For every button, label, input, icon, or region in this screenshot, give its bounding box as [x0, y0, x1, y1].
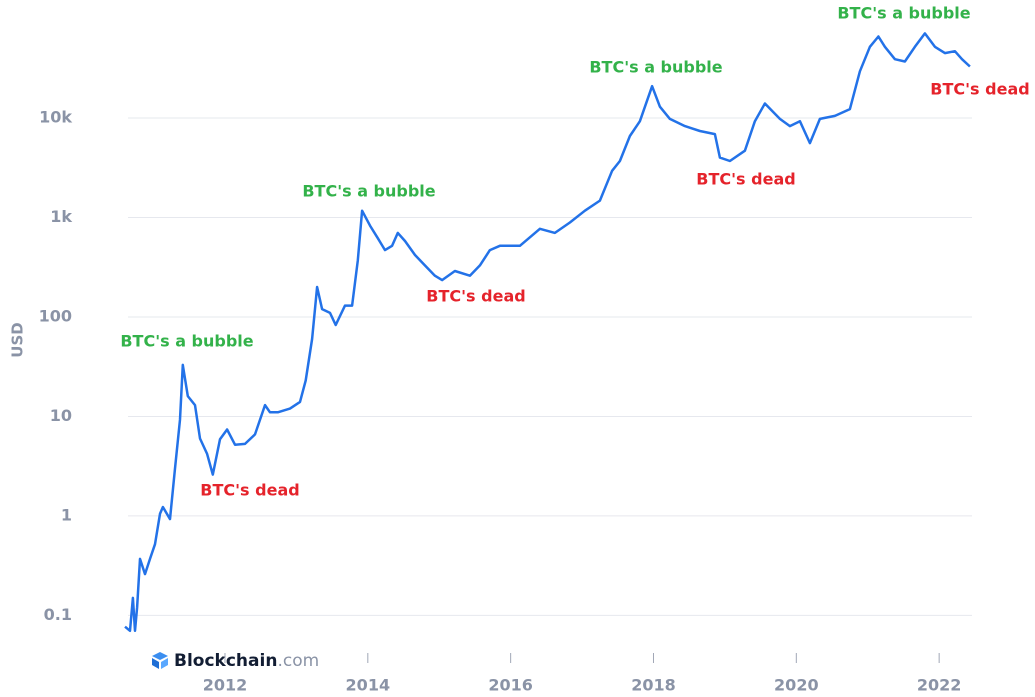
annotation: BTC's a bubble: [120, 332, 253, 351]
x-tick-label: 2014: [346, 676, 391, 695]
annotation: BTC's a bubble: [837, 4, 970, 23]
logo-icon: [152, 658, 159, 669]
y-tick-label: 1k: [50, 207, 72, 226]
y-tick-label: 1: [61, 505, 72, 524]
price-line: [124, 32, 971, 633]
annotation: BTC's dead: [200, 481, 299, 500]
y-tick-label: 100: [39, 306, 72, 325]
x-tick-label: 2018: [631, 676, 676, 695]
annotation: BTC's dead: [696, 170, 795, 189]
y-axis-label: USD: [9, 322, 27, 357]
logo-icon: [161, 658, 168, 669]
annotation: BTC's a bubble: [302, 182, 435, 201]
brand-logo: Blockchain.com: [152, 651, 319, 671]
x-tick-label: 2022: [917, 676, 962, 695]
brand-suffix: .com: [277, 651, 319, 671]
brand-name: Blockchain: [174, 651, 277, 671]
annotation: BTC's dead: [426, 287, 525, 306]
y-tick-label: 10: [50, 406, 72, 425]
annotation: BTC's dead: [930, 80, 1029, 99]
annotation: BTC's a bubble: [589, 58, 722, 77]
brand-name: Blockchain.com: [174, 651, 319, 671]
y-tick-label: 0.1: [44, 605, 72, 624]
x-tick-label: 2016: [488, 676, 533, 695]
logo-icon: [152, 652, 168, 660]
y-tick-label: 10k: [39, 108, 72, 127]
x-tick-label: 2012: [203, 676, 248, 695]
x-tick-label: 2020: [774, 676, 819, 695]
